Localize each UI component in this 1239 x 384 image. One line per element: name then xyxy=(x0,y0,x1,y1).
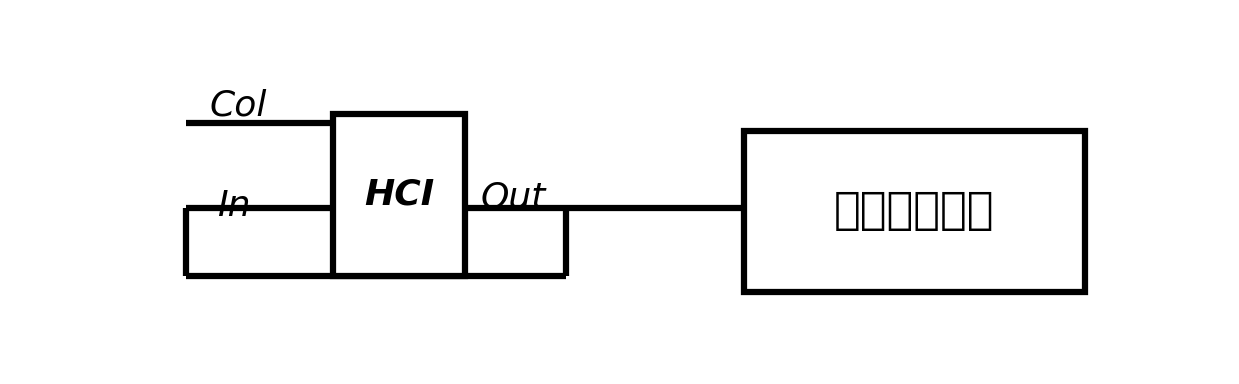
Text: 参数测量电路: 参数测量电路 xyxy=(834,189,995,232)
Text: Col: Col xyxy=(209,88,266,122)
Bar xyxy=(743,131,1085,293)
Text: In: In xyxy=(217,189,250,223)
Text: HCI: HCI xyxy=(364,178,434,212)
Bar xyxy=(333,114,465,276)
Text: Out: Out xyxy=(481,181,545,215)
